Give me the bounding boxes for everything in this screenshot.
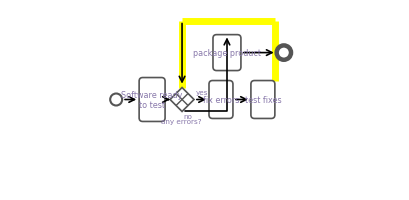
Text: no: no (183, 114, 192, 120)
Polygon shape (170, 88, 193, 112)
Text: Software ready
to test: Software ready to test (121, 90, 182, 110)
Text: any errors?: any errors? (161, 119, 201, 125)
Text: yes: yes (195, 89, 208, 95)
Circle shape (110, 94, 122, 106)
FancyBboxPatch shape (250, 81, 274, 119)
FancyBboxPatch shape (209, 81, 232, 119)
Circle shape (276, 46, 290, 60)
Text: test fixes: test fixes (244, 96, 281, 104)
Text: package product: package product (193, 49, 260, 58)
Text: fix errors: fix errors (202, 96, 238, 104)
FancyBboxPatch shape (212, 35, 240, 71)
FancyBboxPatch shape (139, 78, 165, 122)
